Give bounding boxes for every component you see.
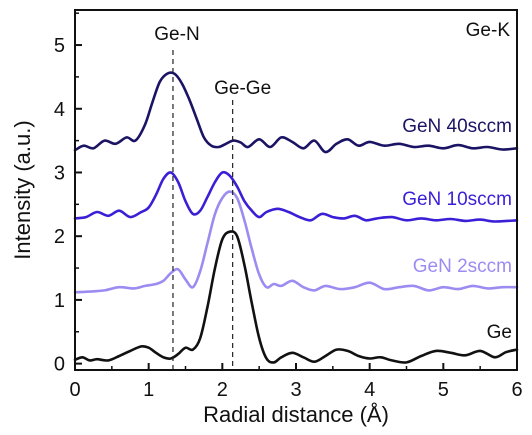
y-tick-label: 3	[54, 162, 65, 184]
x-tick-label: 4	[364, 379, 375, 401]
corner-label: Ge-K	[466, 20, 511, 41]
reference-lines: Ge-N Ge-Ge	[154, 24, 271, 370]
reference-label-0: Ge-N	[154, 24, 199, 45]
series-line-1	[73, 170, 519, 223]
x-tick-label: 5	[438, 379, 449, 401]
x-axis-label: Radial distance (Å)	[203, 402, 389, 427]
x-tick-label: 1	[143, 379, 154, 401]
series-label-2: GeN 2sccm	[413, 256, 512, 277]
x-tick-label: 6	[511, 379, 522, 401]
x-tick-label: 3	[290, 379, 301, 401]
y-tick-label: 4	[54, 99, 65, 121]
y-tick-label: 0	[54, 354, 65, 376]
axis-ticks: 0 1 2 3 4 5 6 0 1 2 3 4 5	[54, 12, 523, 401]
series-label-0: GeN 40sccm	[402, 116, 512, 137]
series-line-2	[73, 190, 519, 294]
series-curves	[73, 71, 519, 364]
y-tick-label: 2	[54, 226, 65, 248]
series-label-1: GeN 10sccm	[402, 189, 512, 210]
x-tick-label: 2	[217, 379, 228, 401]
series-line-3	[73, 230, 519, 364]
reference-label-1: Ge-Ge	[214, 78, 271, 99]
series-line-0	[73, 71, 519, 154]
y-tick-label: 1	[54, 290, 65, 312]
series-labels: GeN 40sccm GeN 10sccm GeN 2sccm Ge	[402, 116, 512, 343]
x-tick-label: 0	[69, 379, 80, 401]
y-tick-label: 5	[54, 35, 65, 57]
y-axis-label: Intensity (a.u.)	[10, 120, 35, 259]
series-label-3: Ge	[487, 322, 512, 343]
